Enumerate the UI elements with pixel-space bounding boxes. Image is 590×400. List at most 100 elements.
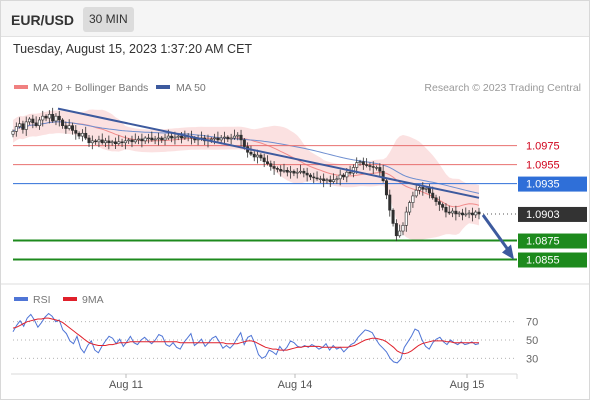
candle-body: [153, 138, 157, 141]
candle-body: [110, 141, 114, 144]
candle-body: [262, 157, 266, 163]
candle-body: [232, 135, 236, 139]
candle-body: [447, 211, 451, 214]
ma20-legend-label: MA 20 + Bollinger Bands: [33, 82, 148, 94]
ma50-legend-swatch: [156, 85, 170, 89]
candle-body: [470, 212, 474, 216]
rsi-tick-label: 30: [526, 353, 538, 365]
candle-body: [61, 119, 65, 126]
candle-body: [464, 213, 468, 216]
ma20-legend-swatch: [14, 85, 28, 89]
candle-body: [84, 132, 88, 139]
support-label: 1.0855: [526, 255, 560, 267]
candle-body: [77, 132, 81, 137]
candle-body: [229, 137, 233, 140]
x-axis-tick-label: Aug 15: [450, 379, 485, 391]
candle-body: [411, 195, 415, 203]
candle-body: [156, 137, 160, 140]
candle-body: [170, 135, 174, 139]
candle-body: [226, 136, 230, 140]
x-axis-tick-label: Aug 11: [109, 379, 143, 391]
candle-body: [282, 169, 286, 172]
candle-body: [345, 171, 349, 178]
candle-body: [338, 174, 342, 180]
candle-body: [312, 176, 316, 179]
candle-body: [219, 137, 223, 141]
candle-body: [107, 140, 111, 144]
instrument-title: EUR/USD: [11, 12, 75, 28]
support-tag: [518, 233, 587, 249]
timeframe-chip[interactable]: 30 MIN: [83, 7, 134, 32]
candle-body: [457, 212, 461, 215]
candle-body: [100, 139, 104, 144]
candle-body: [318, 178, 322, 180]
candle-body: [57, 115, 61, 121]
candle-body: [398, 230, 402, 237]
candle-body: [285, 169, 289, 173]
candle-body: [127, 139, 131, 142]
forecast-arrow-shaft: [481, 214, 512, 254]
rsi-ma-legend-label: 9MA: [82, 294, 104, 306]
last-price-label: 1.0903: [526, 209, 560, 221]
candle-body: [239, 134, 243, 141]
candle-body: [34, 122, 38, 126]
candle-body: [408, 202, 412, 213]
candle-body: [361, 161, 365, 165]
candle-body: [265, 161, 269, 164]
candle-body: [279, 169, 283, 172]
candle-body: [44, 115, 48, 119]
rsi-legend-swatch: [14, 297, 28, 301]
candle-body: [394, 223, 398, 237]
candle-body: [292, 170, 296, 174]
candle-body: [308, 174, 312, 178]
candle-body: [180, 135, 184, 139]
resistance-label: 1.0955: [526, 160, 560, 172]
candle-body: [94, 140, 98, 143]
rsi-legend-label: RSI: [33, 294, 51, 306]
candle-body: [54, 115, 58, 122]
candle-body: [384, 180, 388, 196]
candle-body: [348, 171, 352, 174]
candle-body: [117, 141, 121, 145]
bollinger-band-layer: [13, 109, 479, 240]
candle-body: [341, 174, 345, 178]
pivot-label: 1.0935: [526, 179, 560, 191]
candle-body: [414, 189, 418, 197]
candle-body: [140, 138, 144, 142]
ma50-legend-label: MA 50: [176, 82, 206, 94]
candle-body: [80, 132, 84, 137]
snapshot-datetime: Tuesday, August 15, 2023 1:37:20 AM CET: [13, 42, 253, 56]
candle-body: [335, 178, 339, 181]
candle-body: [87, 137, 91, 144]
candle-body: [236, 134, 240, 137]
support-label: 1.0875: [526, 236, 560, 248]
trendline-layer: [57, 107, 514, 260]
candle-body: [97, 139, 101, 143]
candle-body: [467, 212, 471, 215]
candle-body: [47, 113, 51, 119]
candle-body: [130, 139, 134, 143]
candle-body: [275, 168, 279, 170]
candle-body: [41, 115, 45, 121]
candle-body: [404, 211, 408, 226]
candle-body: [325, 179, 329, 182]
candle-body: [213, 137, 217, 140]
candle-body: [302, 170, 306, 174]
rsi-tick-label: 50: [526, 335, 538, 347]
ma50-line: [12, 121, 480, 194]
candle-body: [37, 119, 41, 126]
candle-body: [133, 139, 137, 143]
candle-body: [176, 135, 180, 138]
candle-body: [391, 209, 395, 224]
candle-body: [474, 211, 478, 216]
candle-body: [381, 170, 385, 182]
candle-body: [259, 154, 263, 159]
candle-body: [160, 137, 164, 141]
candle-body: [147, 137, 151, 140]
pivot-tag: [518, 176, 587, 192]
candle-body: [90, 140, 94, 144]
candle-body: [18, 123, 22, 127]
bollinger-band-area: [13, 109, 479, 240]
candle-body: [74, 130, 78, 134]
